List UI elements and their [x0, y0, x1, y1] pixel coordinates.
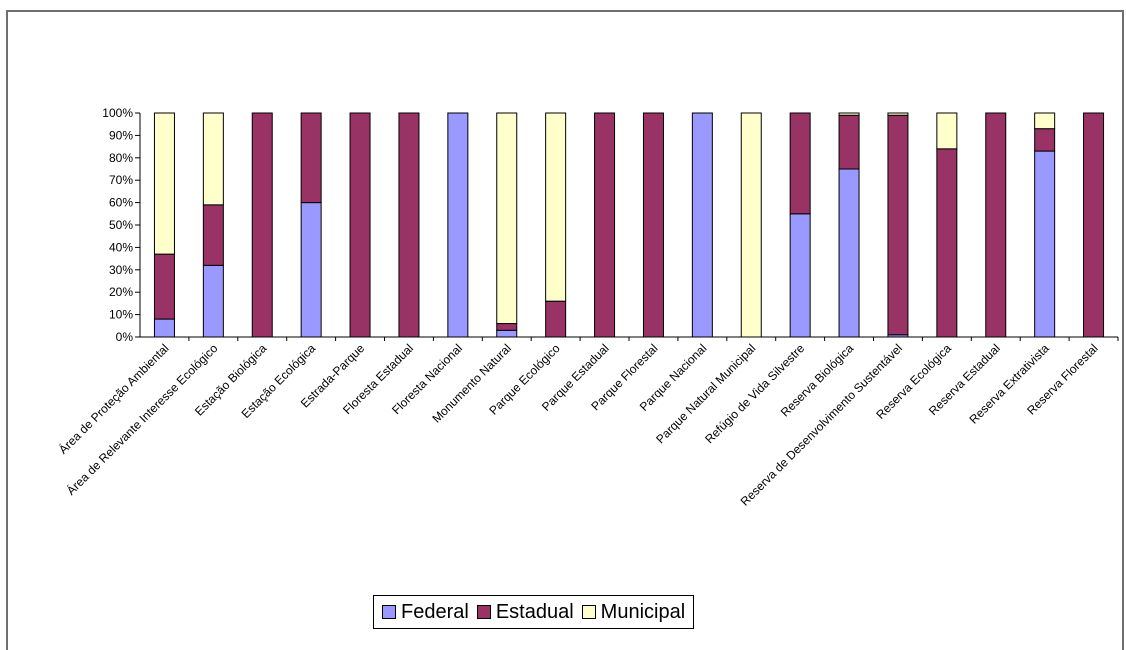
- bar-estadual-4: [349, 112, 371, 338]
- bar-federal-18: [1034, 150, 1056, 338]
- bar-municipal-7: [496, 112, 518, 325]
- y-tick-label: 90%: [109, 128, 133, 142]
- legend-swatch-estadual: [476, 605, 491, 619]
- y-tick-label: 50%: [109, 218, 133, 232]
- bar-municipal-14: [838, 112, 860, 116]
- bar-federal-0: [153, 318, 175, 338]
- legend-label-municipal: Municipal: [600, 600, 686, 623]
- bar-federal-7: [496, 329, 518, 338]
- legend-swatch-municipal: [581, 605, 596, 619]
- bar-federal-1: [202, 264, 224, 338]
- bar-estadual-10: [642, 112, 664, 338]
- y-tick-label: 10%: [109, 308, 133, 322]
- y-tick-label: 20%: [109, 285, 133, 299]
- legend-swatch-federal: [382, 605, 396, 619]
- category-label: Refúgio de Vida Silvestre: [702, 341, 807, 446]
- y-tick-label: 30%: [109, 263, 133, 277]
- y-tick-label: 60%: [109, 196, 133, 210]
- bar-estadual-8: [545, 300, 567, 338]
- bar-estadual-1: [202, 204, 224, 266]
- bar-federal-6: [447, 112, 469, 338]
- bar-estadual-18: [1034, 128, 1056, 152]
- bar-estadual-13: [789, 112, 811, 215]
- bar-estadual-0: [153, 253, 175, 320]
- legend: Federal Estadual Municipal: [373, 595, 695, 629]
- legend-item-municipal: Municipal: [581, 600, 686, 624]
- bar-estadual-7: [496, 323, 518, 331]
- bar-estadual-14: [838, 114, 860, 170]
- bar-estadual-17: [985, 112, 1007, 338]
- bar-estadual-16: [936, 148, 958, 338]
- legend-item-estadual: Estadual: [476, 600, 574, 624]
- bar-federal-11: [691, 112, 713, 338]
- bar-municipal-18: [1034, 112, 1056, 130]
- bar-municipal-1: [202, 112, 224, 206]
- y-tick-label: 80%: [109, 151, 133, 165]
- y-tick-label: 40%: [109, 240, 133, 254]
- bar-municipal-0: [153, 112, 175, 255]
- bar-estadual-19: [1083, 112, 1105, 338]
- bar-estadual-3: [300, 112, 322, 204]
- legend-item-federal: Federal: [382, 601, 469, 624]
- legend-label-estadual: Estadual: [495, 600, 574, 623]
- bar-municipal-15: [887, 112, 909, 116]
- y-tick-label: 100%: [102, 106, 133, 120]
- bar-estadual-5: [398, 112, 420, 338]
- category-label: Parque Natural Municipal: [653, 341, 758, 446]
- legend-label-federal: Federal: [401, 600, 469, 623]
- bar-municipal-16: [936, 112, 958, 150]
- bar-federal-13: [789, 213, 811, 338]
- y-tick-label: 0%: [116, 330, 134, 344]
- bar-estadual-9: [594, 112, 616, 338]
- bar-federal-14: [838, 168, 860, 338]
- bar-municipal-8: [545, 112, 567, 302]
- bar-estadual-15: [887, 114, 909, 336]
- bar-federal-3: [300, 202, 322, 338]
- chart: 0%10%20%30%40%50%60%70%80%90%100%Área de…: [55, 106, 1119, 509]
- bar-estadual-2: [251, 112, 273, 338]
- y-tick-label: 70%: [109, 173, 133, 187]
- bar-municipal-12: [740, 112, 762, 338]
